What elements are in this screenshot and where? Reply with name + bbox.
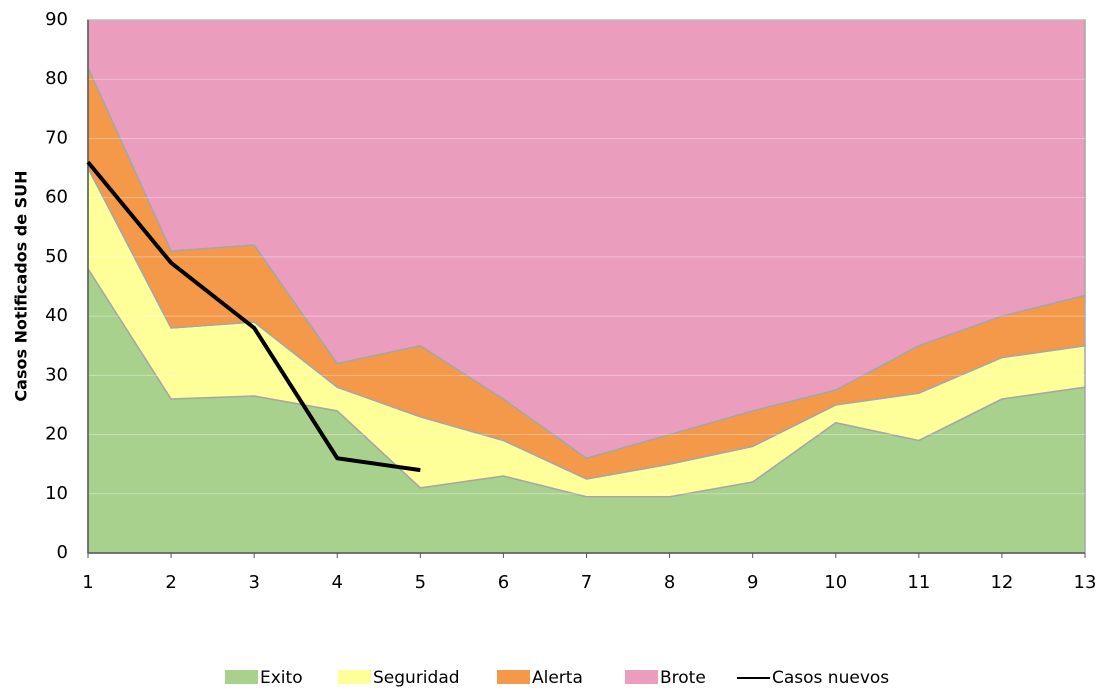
- x-tick-label: 7: [581, 572, 592, 593]
- x-tick-label: 5: [415, 572, 426, 593]
- y-tick-label: 90: [45, 9, 68, 30]
- x-tick-label: 11: [907, 572, 930, 593]
- legend-label: Exito: [260, 668, 303, 688]
- legend-label: Brote: [660, 668, 706, 688]
- legend-swatch: [225, 670, 258, 684]
- x-tick-label: 8: [664, 572, 675, 593]
- y-tick-label: 0: [57, 542, 68, 563]
- y-axis-title: Casos Notificados de SUH: [12, 170, 31, 401]
- x-tick-label: 6: [498, 572, 509, 593]
- y-tick-label: 50: [45, 246, 68, 267]
- area: [87, 19, 1086, 460]
- y-tick-label: 20: [45, 424, 68, 445]
- legend-label: Casos nuevos: [772, 668, 889, 688]
- line: [86, 160, 421, 473]
- legend-swatch: [625, 670, 658, 684]
- y-tick-label: 40: [45, 305, 68, 326]
- legend-label: Alerta: [532, 668, 583, 688]
- x-tick-label: 10: [824, 572, 847, 593]
- x-tick-label: 3: [248, 572, 259, 593]
- y-tick-label: 10: [45, 483, 68, 504]
- x-tick-label: 9: [747, 572, 758, 593]
- y-tick-label: 30: [45, 364, 68, 385]
- x-tick-label: 4: [332, 572, 343, 593]
- y-tick-label: 60: [45, 187, 68, 208]
- y-tick-label: 80: [45, 68, 68, 89]
- legend-swatch: [338, 670, 371, 684]
- x-tick-label: 1: [82, 572, 93, 593]
- y-tick-label: 70: [45, 127, 68, 148]
- legend-label: Seguridad: [373, 668, 460, 688]
- x-tick-label: 2: [165, 572, 176, 593]
- legend-swatch: [497, 670, 530, 684]
- x-tick-label: 12: [990, 572, 1013, 593]
- x-tick-label: 13: [1074, 572, 1097, 593]
